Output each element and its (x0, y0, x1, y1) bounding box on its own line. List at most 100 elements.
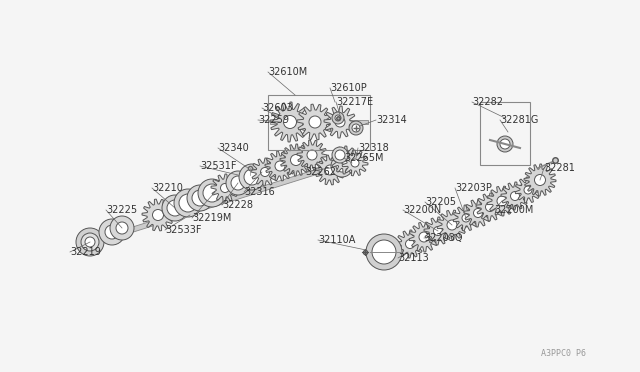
Text: 32219: 32219 (70, 247, 101, 257)
Text: 32533F: 32533F (165, 225, 202, 235)
Polygon shape (515, 177, 541, 203)
Circle shape (82, 234, 98, 250)
Polygon shape (409, 222, 439, 252)
Text: 32225: 32225 (106, 205, 137, 215)
Polygon shape (270, 102, 310, 142)
Circle shape (192, 190, 208, 206)
Text: 32200N: 32200N (403, 205, 441, 215)
Polygon shape (476, 193, 504, 221)
Text: 32203Q: 32203Q (424, 233, 463, 243)
Text: 32265M: 32265M (344, 153, 383, 163)
Circle shape (511, 192, 520, 201)
Circle shape (486, 202, 495, 212)
Circle shape (76, 228, 104, 256)
Circle shape (332, 147, 348, 163)
Text: 32200M: 32200M (494, 205, 533, 215)
Polygon shape (524, 164, 556, 196)
Polygon shape (297, 140, 327, 170)
Text: 32210: 32210 (152, 183, 183, 193)
Polygon shape (424, 217, 452, 245)
Circle shape (500, 139, 510, 149)
Circle shape (372, 240, 396, 264)
Circle shape (331, 155, 353, 177)
Text: 32228: 32228 (222, 200, 253, 210)
Text: 32281G: 32281G (500, 115, 538, 125)
Polygon shape (487, 186, 517, 216)
Text: 32316: 32316 (244, 187, 275, 197)
Text: 32531F: 32531F (200, 161, 237, 171)
Circle shape (340, 155, 349, 164)
Circle shape (198, 179, 226, 207)
Text: 32282: 32282 (472, 97, 503, 107)
Text: 32203P: 32203P (455, 183, 492, 193)
Text: 32314: 32314 (376, 115, 407, 125)
Circle shape (239, 164, 265, 190)
Text: 32610M: 32610M (268, 67, 307, 77)
Circle shape (284, 115, 296, 128)
Circle shape (187, 185, 213, 211)
Polygon shape (270, 120, 368, 124)
Circle shape (366, 234, 402, 270)
Circle shape (291, 154, 301, 166)
Text: 32113: 32113 (398, 253, 429, 263)
Polygon shape (501, 182, 529, 210)
Polygon shape (89, 160, 349, 246)
Text: 32205: 32205 (425, 197, 456, 207)
Polygon shape (437, 210, 467, 240)
Text: 32110A: 32110A (318, 235, 355, 245)
Circle shape (524, 186, 532, 194)
Polygon shape (297, 104, 333, 140)
Polygon shape (331, 146, 359, 174)
Circle shape (419, 232, 429, 242)
Text: 32262: 32262 (305, 167, 336, 177)
Circle shape (244, 169, 260, 185)
Polygon shape (211, 174, 239, 202)
Circle shape (474, 208, 483, 218)
Circle shape (406, 240, 415, 248)
Circle shape (351, 159, 359, 167)
Polygon shape (280, 144, 312, 176)
Circle shape (226, 171, 250, 195)
Circle shape (462, 214, 470, 222)
Circle shape (110, 216, 134, 240)
Circle shape (179, 194, 197, 212)
Polygon shape (324, 106, 356, 138)
Polygon shape (399, 180, 546, 250)
Polygon shape (464, 199, 492, 227)
Text: 32610P: 32610P (330, 83, 367, 93)
Circle shape (275, 161, 285, 171)
Circle shape (162, 195, 188, 221)
Circle shape (497, 136, 513, 152)
Circle shape (325, 165, 335, 175)
Polygon shape (342, 150, 368, 176)
Circle shape (497, 196, 507, 206)
Circle shape (335, 115, 341, 121)
Circle shape (335, 150, 345, 160)
Circle shape (349, 121, 363, 135)
Circle shape (447, 220, 457, 230)
Circle shape (167, 200, 183, 216)
Circle shape (152, 209, 163, 221)
Text: 32318: 32318 (358, 143, 388, 153)
Text: A3PPC0 P6: A3PPC0 P6 (541, 349, 586, 358)
Circle shape (174, 189, 202, 217)
Text: 32603: 32603 (262, 103, 292, 113)
Circle shape (352, 124, 360, 132)
Text: 32340: 32340 (218, 143, 249, 153)
Circle shape (260, 167, 269, 176)
Circle shape (203, 184, 221, 202)
Polygon shape (453, 205, 479, 231)
Circle shape (85, 237, 95, 247)
Text: 32219M: 32219M (192, 213, 232, 223)
Text: 32217E: 32217E (336, 97, 373, 107)
Polygon shape (265, 151, 295, 181)
Polygon shape (315, 155, 345, 185)
Circle shape (231, 176, 245, 190)
Circle shape (335, 117, 345, 127)
Circle shape (336, 160, 348, 172)
Polygon shape (396, 230, 424, 258)
Circle shape (105, 225, 119, 239)
Text: 32281: 32281 (544, 163, 575, 173)
Circle shape (81, 233, 99, 251)
Polygon shape (142, 199, 174, 231)
